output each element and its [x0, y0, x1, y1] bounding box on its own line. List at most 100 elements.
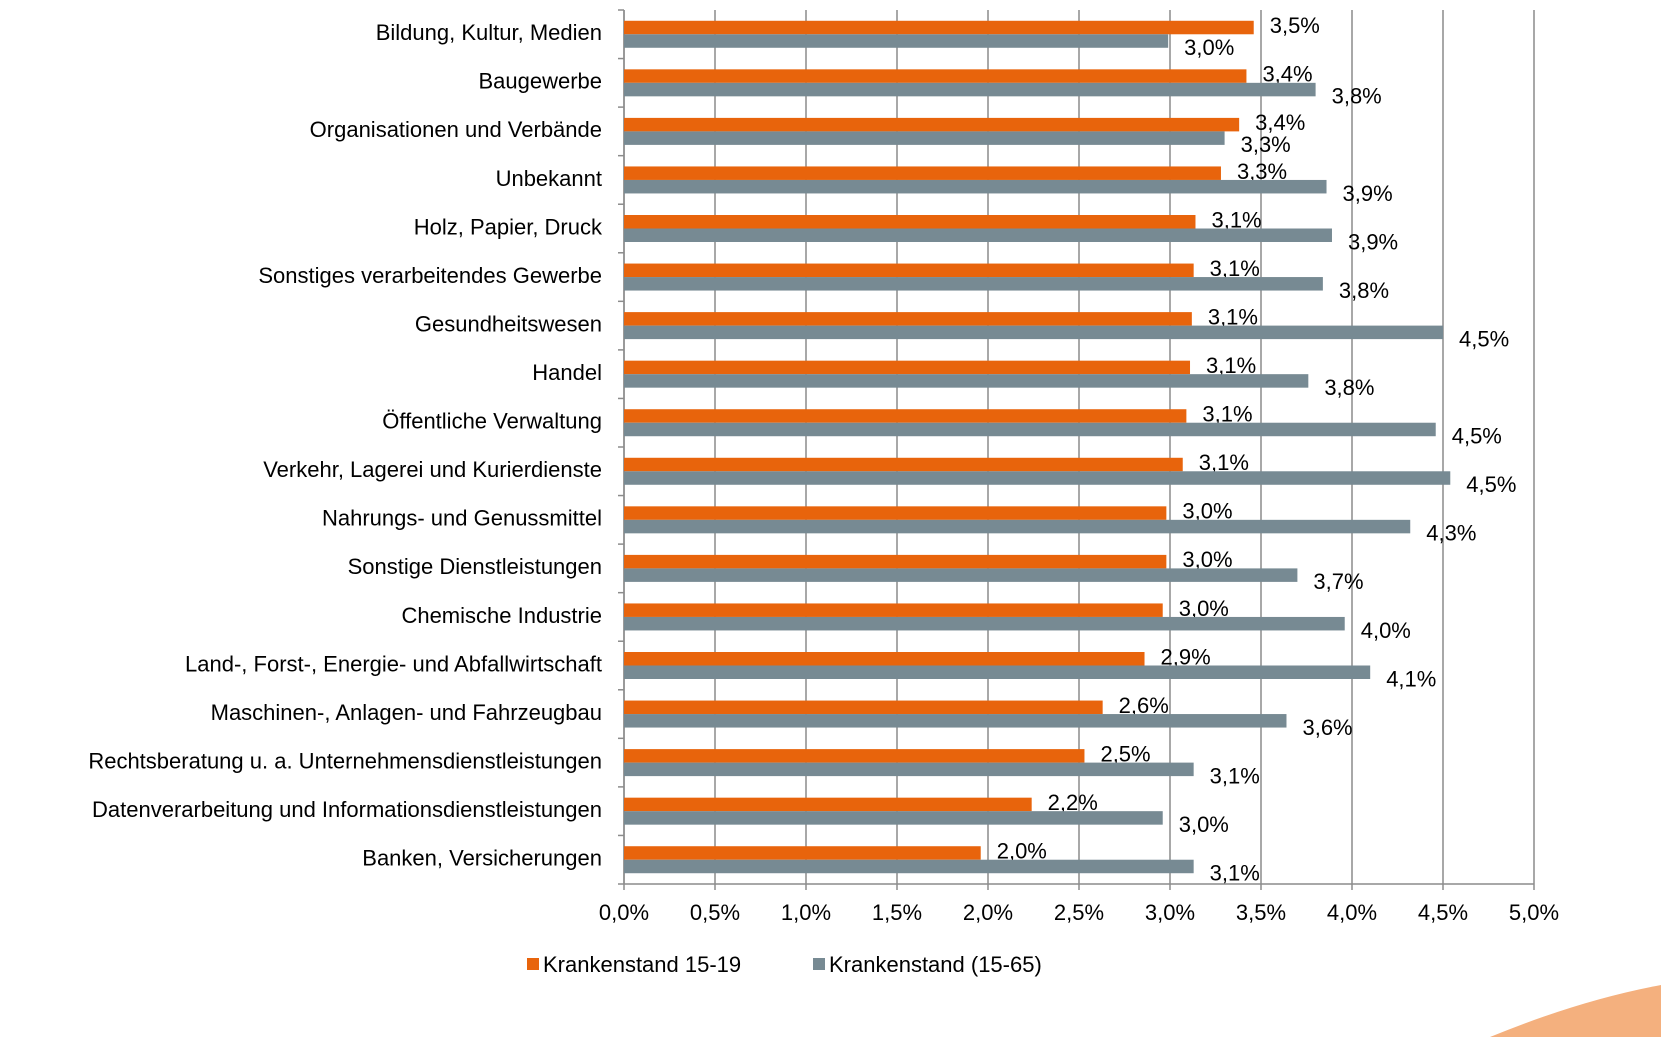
legend-swatch [527, 958, 539, 970]
y-tick-label: Gesundheitswesen [415, 311, 602, 336]
bar [624, 409, 1187, 423]
y-tick-label: Verkehr, Lagerei und Kurierdienste [263, 457, 602, 482]
value-label: 2,5% [1100, 741, 1150, 766]
value-label: 3,4% [1262, 62, 1312, 87]
bar [624, 700, 1103, 715]
y-tick-label: Banken, Versicherungen [362, 846, 602, 871]
value-label: 3,1% [1211, 207, 1261, 232]
bar [624, 166, 1221, 180]
value-label: 3,7% [1313, 569, 1363, 594]
value-label: 3,9% [1348, 229, 1398, 254]
x-tick-label: 3,5% [1236, 900, 1286, 925]
y-tick-label: Unbekannt [496, 166, 602, 191]
value-label: 3,8% [1332, 84, 1382, 109]
value-label: 3,0% [1179, 596, 1229, 621]
value-label: 3,6% [1302, 715, 1352, 740]
x-tick-label: 0,0% [599, 900, 649, 925]
bar [624, 811, 1163, 825]
value-label: 3,0% [1182, 547, 1232, 572]
x-tick-label: 1,5% [872, 900, 922, 925]
bar [624, 554, 1167, 569]
value-label: 4,0% [1361, 618, 1411, 643]
bar [624, 603, 1163, 617]
value-label: 3,1% [1210, 763, 1260, 788]
y-tick-label: Datenverarbeitung und Informationsdienst… [92, 797, 602, 822]
x-tick-label: 2,0% [963, 900, 1013, 925]
value-label: 3,8% [1324, 375, 1374, 400]
bar [624, 82, 1316, 97]
y-tick-label: Nahrungs- und Genussmittel [322, 506, 602, 531]
y-tick-label: Rechtsberatung u. a. Unternehmensdienstl… [88, 748, 602, 773]
value-label: 4,1% [1386, 666, 1436, 691]
value-label: 4,5% [1459, 326, 1509, 351]
y-tick-label: Land-, Forst-, Energie- und Abfallwirtsc… [185, 651, 602, 676]
value-label: 2,2% [1048, 790, 1098, 815]
value-label: 2,0% [997, 839, 1047, 864]
y-tick-label: Bildung, Kultur, Medien [376, 20, 602, 45]
y-tick-label: Handel [532, 360, 602, 385]
bar [624, 179, 1327, 194]
legend-swatch [813, 958, 825, 970]
bar [624, 360, 1191, 375]
x-tick-label: 0,5% [690, 900, 740, 925]
y-tick-label: Sonstiges verarbeitendes Gewerbe [258, 263, 602, 288]
bar [624, 714, 1287, 728]
value-label: 3,0% [1182, 499, 1232, 524]
value-label: 3,4% [1255, 110, 1305, 135]
bar [624, 846, 981, 860]
y-tick-label: Organisationen und Verbände [310, 117, 602, 142]
y-tick-label: Sonstige Dienstleistungen [348, 554, 602, 579]
bar [624, 117, 1240, 132]
value-label: 4,5% [1466, 472, 1516, 497]
value-label: 4,3% [1426, 521, 1476, 546]
x-tick-label: 2,5% [1054, 900, 1104, 925]
bar [624, 69, 1247, 83]
bar [624, 568, 1298, 582]
bar [624, 228, 1332, 242]
x-tick-label: 5,0% [1509, 900, 1559, 925]
value-label: 2,9% [1161, 644, 1211, 669]
value-label: 3,1% [1210, 861, 1260, 886]
bar [624, 797, 1032, 812]
decoration [1490, 985, 1661, 1037]
bar [624, 665, 1371, 679]
bar [624, 131, 1225, 145]
value-label: 3,1% [1199, 450, 1249, 475]
value-label: 3,8% [1339, 278, 1389, 303]
bar [624, 312, 1192, 326]
value-label: 3,3% [1237, 159, 1287, 184]
bar [624, 20, 1254, 35]
bar [624, 215, 1196, 229]
x-tick-label: 1,0% [781, 900, 831, 925]
value-label: 3,5% [1270, 13, 1320, 38]
bar [624, 859, 1194, 874]
x-tick-label: 3,0% [1145, 900, 1195, 925]
y-tick-label: Maschinen-, Anlagen- und Fahrzeugbau [211, 700, 602, 725]
y-tick-label: Chemische Industrie [401, 603, 602, 628]
bar [624, 374, 1309, 388]
value-label: 3,9% [1343, 181, 1393, 206]
value-label: 3,1% [1202, 402, 1252, 427]
bar [624, 652, 1145, 666]
value-label: 3,0% [1184, 35, 1234, 60]
bar [624, 422, 1436, 437]
y-tick-label: Holz, Papier, Druck [414, 214, 603, 239]
value-label: 2,6% [1119, 693, 1169, 718]
bar [624, 277, 1323, 291]
legend-label: Krankenstand (15-65) [829, 952, 1042, 977]
bar [624, 762, 1194, 777]
bar [624, 616, 1345, 631]
value-label: 3,0% [1179, 812, 1229, 837]
value-label: 3,1% [1208, 304, 1258, 329]
value-label: 3,3% [1241, 132, 1291, 157]
y-tick-label: Baugewerbe [478, 69, 602, 94]
bar [624, 34, 1169, 48]
legend-label: Krankenstand 15-19 [543, 952, 741, 977]
bar [624, 263, 1194, 278]
y-tick-label: Öffentliche Verwaltung [382, 409, 602, 434]
bar [624, 325, 1443, 340]
value-label: 4,5% [1452, 424, 1502, 449]
x-tick-label: 4,0% [1327, 900, 1377, 925]
bar [624, 471, 1451, 485]
